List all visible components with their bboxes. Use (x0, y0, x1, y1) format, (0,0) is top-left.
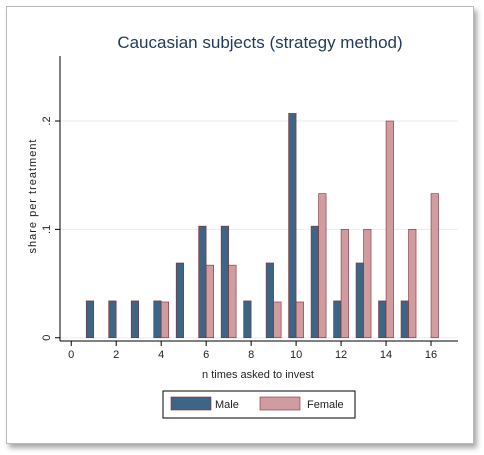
bar-female (385, 120, 394, 339)
bar-male (130, 300, 140, 339)
legend-swatch-female (259, 396, 301, 411)
x-tick-label: 6 (203, 349, 209, 361)
legend: Male Female (162, 390, 356, 419)
bar-male (108, 300, 117, 339)
bar-female (295, 301, 304, 339)
bar-male (85, 300, 95, 339)
chart-frame (6, 6, 474, 444)
x-axis-label: n times asked to invest (202, 369, 314, 381)
x-tick-label: 2 (113, 349, 119, 361)
bar-male (355, 262, 364, 339)
chart-title: Caucasian subjects (strategy method) (117, 33, 402, 52)
bar-female (408, 229, 417, 339)
axes: 0 .1 .2 0 2 4 6 8 10 12 14 16 (41, 56, 458, 361)
bar-female (228, 264, 237, 339)
bar-male (333, 300, 342, 339)
bars (85, 113, 439, 339)
x-tick-label: 12 (335, 349, 347, 361)
bar-male (400, 300, 409, 339)
legend-swatch-male (170, 396, 212, 411)
bar-male (310, 225, 319, 339)
grid-lines (60, 120, 458, 339)
bar-female (273, 301, 282, 339)
x-tick-label: 8 (248, 349, 254, 361)
x-tick-label: 10 (290, 349, 302, 361)
bar-male (378, 300, 387, 339)
bar-male (175, 262, 184, 339)
y-axis-label: share per treatment (27, 139, 39, 254)
legend-label-female: Female (307, 399, 344, 411)
x-tick-label: 14 (380, 349, 392, 361)
bar-female (205, 264, 214, 339)
y-tick-label: .2 (41, 116, 53, 125)
y-tick-label: 0 (41, 335, 53, 341)
bar-female (318, 193, 327, 339)
bar-male (153, 300, 162, 339)
bar-male (198, 225, 207, 339)
y-tick-label: .1 (41, 225, 53, 234)
bar-male (220, 225, 229, 339)
x-tick-label: 0 (68, 349, 74, 361)
legend-label-male: Male (215, 399, 239, 411)
bar-female (363, 229, 372, 339)
bar-male (243, 300, 252, 339)
bar-male (265, 262, 274, 339)
x-tick-label: 16 (425, 349, 437, 361)
x-tick-label: 4 (158, 349, 164, 361)
bar-female (160, 301, 169, 339)
bar-female (340, 229, 349, 339)
bar-male (288, 113, 297, 339)
bar-female (430, 193, 439, 339)
